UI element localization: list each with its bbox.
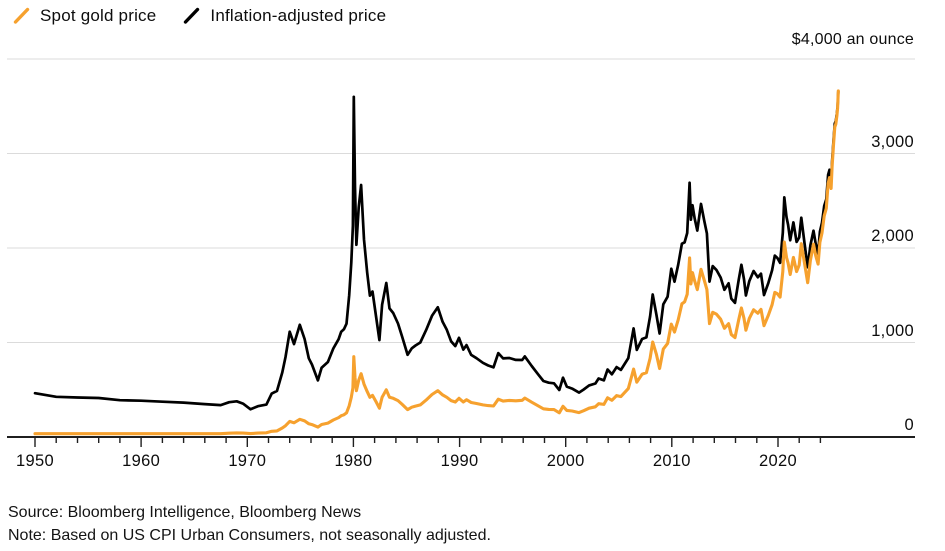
legend-item-inflation-adjusted: Inflation-adjusted price	[182, 6, 386, 26]
x-tick-label: 1980	[334, 452, 373, 470]
note-text: Note: Based on US CPI Urban Consumers, n…	[8, 527, 491, 544]
x-tick-label: 2000	[546, 452, 585, 470]
series-line-inflation-adjusted-price	[33, 90, 840, 411]
y-axis-unit-label: $4,000 an ounce	[791, 31, 914, 48]
y-tick-label: 3,000	[871, 132, 914, 151]
legend: Spot gold price Inflation-adjusted price	[12, 6, 386, 26]
x-tick-label: 1990	[440, 452, 479, 470]
x-tick-label: 2020	[759, 452, 797, 470]
y-tick-label: 1,000	[871, 321, 914, 340]
x-tick-label: 2010	[652, 452, 691, 470]
series-line-spot-gold-price	[33, 89, 840, 436]
inflation-adjusted-slash-icon	[184, 7, 200, 24]
footer: Source: Bloomberg Intelligence, Bloomber…	[8, 501, 491, 547]
x-tick-label: 1960	[122, 452, 161, 470]
spot-gold-slash-icon	[13, 7, 30, 24]
x-tick-label: 1970	[228, 452, 267, 470]
legend-label-spot-gold: Spot gold price	[40, 6, 157, 25]
source-text: Source: Bloomberg Intelligence, Bloomber…	[8, 504, 362, 521]
legend-item-spot-gold: Spot gold price	[12, 6, 156, 26]
x-tick-label: 1950	[16, 452, 54, 470]
legend-label-inflation-adjusted: Inflation-adjusted price	[210, 6, 387, 25]
y-tick-label: 2,000	[871, 227, 914, 245]
y-tick-label: 0	[904, 416, 914, 434]
